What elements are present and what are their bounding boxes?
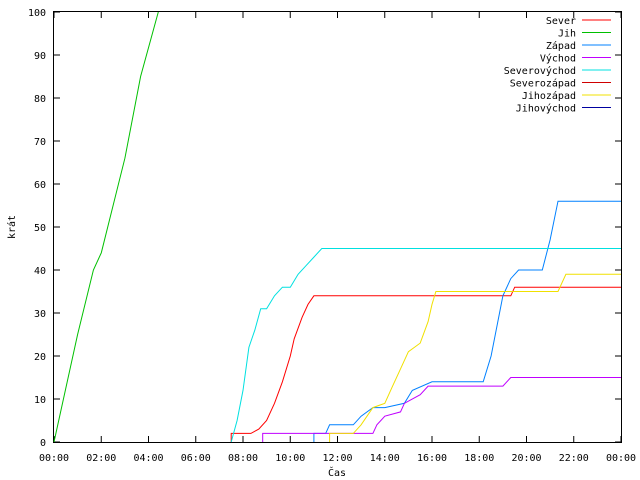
series-line	[53, 11, 159, 443]
y-tick-label: 90	[34, 51, 46, 62]
series-line	[329, 273, 621, 442]
series-line	[230, 286, 621, 442]
y-tick-label: 100	[28, 8, 46, 19]
x-tick-label: 22:00	[559, 453, 589, 464]
y-tick-label: 10	[34, 395, 46, 406]
y-tick-label: 40	[34, 266, 46, 277]
y-tick-label: 20	[34, 352, 46, 363]
x-tick-label: 08:00	[228, 453, 258, 464]
y-tick-label: 30	[34, 309, 46, 320]
legend-label: Jihozápad	[522, 90, 576, 102]
x-axis-label: Čas	[328, 466, 346, 479]
x-tick-label: 20:00	[511, 453, 541, 464]
legend-label: Východ	[540, 53, 576, 65]
y-tick-label: 60	[34, 180, 46, 191]
plot-frame	[53, 11, 622, 443]
ticks: 00:00 02:00 04:00 06:00 08:00 10:00 12:00 14:00…	[28, 8, 636, 464]
x-tick-label: 16:00	[417, 453, 447, 464]
series-lines	[53, 11, 621, 443]
series-line	[313, 200, 621, 442]
y-axis-label: krát	[6, 215, 18, 239]
x-tick-label: 04:00	[133, 453, 163, 464]
legend-label: Severovýchod	[504, 65, 576, 77]
y-tick-label: 0	[40, 438, 46, 449]
legend-label: Jih	[558, 29, 576, 40]
series-line	[230, 248, 621, 443]
legend-label: Severozápad	[510, 78, 576, 90]
x-tick-label: 18:00	[464, 453, 494, 464]
legend-label: Západ	[546, 40, 576, 52]
x-tick-label: 14:00	[370, 453, 400, 464]
legend: Sever JihZápadVýchodSeverovýchodSeverozáp…	[504, 16, 611, 115]
x-tick-label: 06:00	[181, 453, 211, 464]
legend-label: Jihovýchod	[516, 103, 576, 115]
legend-label: Sever	[546, 16, 576, 27]
x-tick-label: 00:00	[39, 453, 69, 464]
y-tick-label: 80	[34, 94, 46, 105]
y-tick-label: 70	[34, 137, 46, 148]
x-tick-label: 10:00	[275, 453, 305, 464]
x-tick-label: 02:00	[86, 453, 116, 464]
x-tick-label: 00:00	[606, 453, 636, 464]
series-line	[262, 377, 621, 442]
y-tick-label: 50	[34, 223, 46, 234]
x-tick-label: 12:00	[322, 453, 352, 464]
